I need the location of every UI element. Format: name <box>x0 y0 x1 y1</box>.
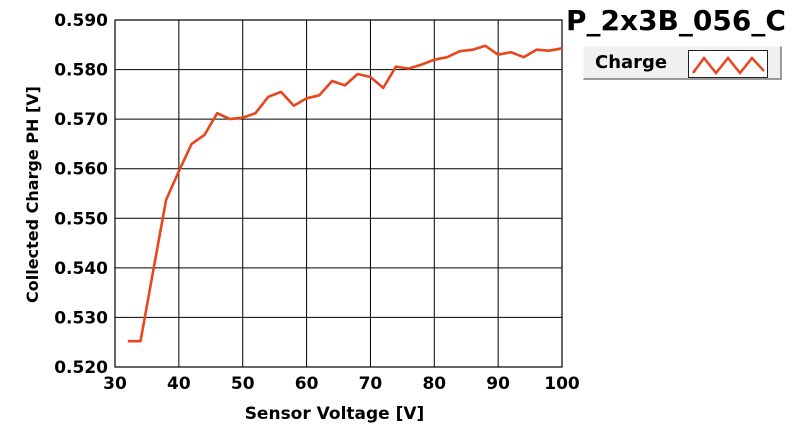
x-axis-title: Sensor Voltage [V] <box>245 404 425 424</box>
y-axis-title: Collected Charge PH [V] <box>23 86 42 303</box>
legend-line-icon <box>691 55 765 76</box>
x-tick-label: 50 <box>231 374 255 394</box>
legend: Charge <box>583 46 782 80</box>
y-tick-label: 0.570 <box>54 110 108 130</box>
y-tick-label: 0.560 <box>54 160 108 180</box>
chart-title: P_2x3B_056_C <box>566 4 786 37</box>
x-tick-label: 30 <box>103 374 127 394</box>
x-tick-label: 60 <box>295 374 319 394</box>
y-tick-label: 0.520 <box>54 358 108 378</box>
y-tick-label: 0.580 <box>54 61 108 81</box>
y-tick-label: 0.550 <box>54 209 108 229</box>
legend-label-charge: Charge <box>595 52 668 73</box>
x-tick-label: 80 <box>422 374 446 394</box>
x-tick-label: 90 <box>486 374 510 394</box>
x-tick-label: 100 <box>544 374 580 394</box>
y-tick-label: 0.590 <box>54 11 108 31</box>
x-tick-label: 40 <box>167 374 191 394</box>
plot-area <box>115 20 562 367</box>
x-tick-label: 70 <box>359 374 383 394</box>
plot-frame <box>114 19 563 368</box>
y-tick-label: 0.540 <box>54 259 108 279</box>
legend-swatch-charge <box>688 50 768 78</box>
y-tick-label: 0.530 <box>54 308 108 328</box>
